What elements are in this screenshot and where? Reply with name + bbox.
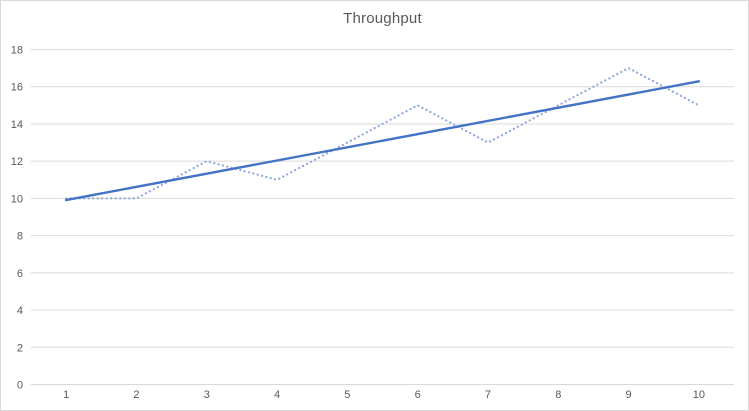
y-tick-label: 0 [17, 380, 23, 392]
chart-title: Throughput [343, 10, 422, 27]
y-tick-label: 10 [11, 193, 23, 205]
x-tick-label: 2 [133, 389, 139, 401]
x-tick-label: 4 [274, 389, 280, 401]
x-tick-label: 6 [415, 389, 421, 401]
x-tick-label: 10 [693, 389, 705, 401]
x-tick-label: 8 [555, 389, 561, 401]
linear-trendline[interactable] [64, 80, 701, 202]
y-tick-label: 18 [11, 45, 23, 57]
y-tick-label: 12 [11, 156, 23, 168]
y-tick-label: 4 [17, 305, 23, 317]
x-tick-label: 3 [204, 389, 210, 401]
x-tick-label: 9 [625, 389, 631, 401]
series-throughput-line[interactable] [65, 67, 700, 200]
x-tick-label: 7 [485, 389, 491, 401]
x-tick-label: 1 [63, 389, 69, 401]
y-tick-label: 2 [17, 342, 23, 354]
y-tick-label: 6 [17, 268, 23, 280]
y-tick-label: 16 [11, 82, 23, 94]
y-tick-label: 8 [17, 231, 23, 243]
x-tick-label: 5 [344, 389, 350, 401]
y-tick-label: 14 [11, 119, 23, 131]
